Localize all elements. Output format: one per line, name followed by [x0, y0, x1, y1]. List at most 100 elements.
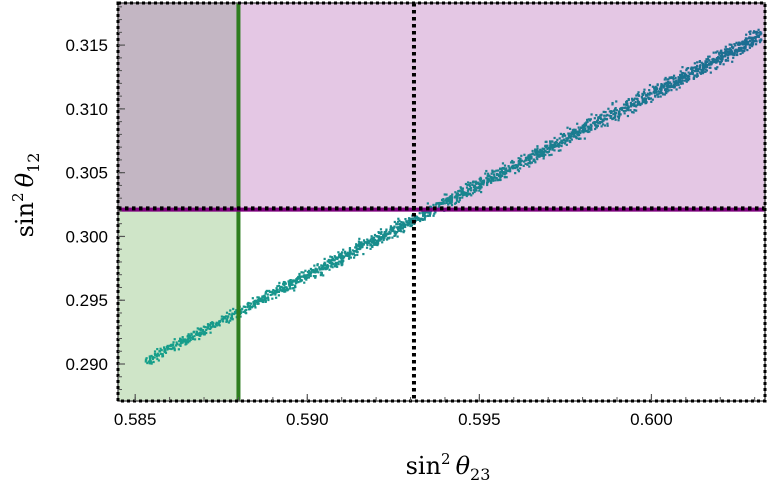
- scatter-point: [746, 42, 749, 45]
- scatter-point: [754, 43, 758, 46]
- scatter-point: [530, 155, 533, 158]
- scatter-point: [670, 76, 673, 79]
- scatter-point: [337, 263, 340, 266]
- scatter-point: [450, 202, 453, 205]
- scatter-point: [700, 71, 703, 74]
- scatter-point: [446, 199, 449, 202]
- scatter-point: [672, 78, 675, 81]
- scatter-point: [390, 227, 393, 230]
- scatter-point: [685, 67, 688, 70]
- plot-regions: [118, 3, 765, 401]
- scatter-point: [339, 252, 342, 255]
- scatter-point: [187, 333, 190, 336]
- scatter-point: [263, 296, 266, 299]
- scatter-point: [625, 100, 628, 104]
- scatter-point: [382, 233, 385, 236]
- x-axis: 0.585 0.590 0.595 0.600: [114, 394, 756, 429]
- scatter-point: [649, 97, 653, 100]
- scatter-point: [569, 132, 573, 135]
- scatter-point: [519, 167, 522, 170]
- scatter-point: [334, 263, 337, 266]
- scatter-point: [247, 301, 250, 305]
- scatter-point: [479, 176, 482, 179]
- scatter-point: [516, 168, 519, 171]
- scatter-point: [344, 250, 347, 253]
- scatter-point: [173, 338, 176, 341]
- scatter-point: [731, 60, 734, 63]
- scatter-point: [710, 63, 713, 66]
- scatter-point: [560, 141, 563, 144]
- scatter-point: [304, 276, 308, 279]
- scatter-point: [469, 186, 473, 190]
- scatter-point: [752, 31, 755, 34]
- scatter-point: [742, 42, 745, 45]
- scatter-point: [571, 131, 575, 134]
- scatter-point: [705, 65, 709, 69]
- scatter-point: [720, 54, 724, 57]
- scatter-point: [673, 83, 676, 86]
- scatter-point: [548, 154, 551, 157]
- scatter-point: [356, 253, 359, 257]
- scatter-point: [552, 146, 555, 149]
- scatter-point: [449, 197, 452, 200]
- scatter-point: [220, 315, 223, 318]
- scatter-point: [397, 229, 400, 232]
- y-label-sup: 2: [9, 192, 27, 202]
- scatter-point: [414, 215, 417, 218]
- scatter-point: [349, 256, 353, 259]
- scatter-point: [330, 263, 333, 266]
- scatter-point: [487, 174, 491, 177]
- scatter-point: [393, 230, 396, 233]
- scatter-point: [748, 46, 751, 49]
- scatter-point: [389, 232, 392, 235]
- scatter-point: [626, 107, 630, 110]
- scatter-point: [201, 330, 205, 333]
- scatter-point: [601, 123, 605, 126]
- scatter-point: [749, 30, 752, 33]
- scatter-point: [344, 254, 347, 257]
- scatter-point: [507, 169, 510, 172]
- scatter-point: [433, 212, 436, 215]
- scatter-point: [493, 170, 496, 173]
- scatter-point: [337, 255, 341, 259]
- scatter-point: [308, 271, 312, 274]
- scatter-point: [421, 218, 424, 221]
- scatter-point: [429, 206, 433, 209]
- scatter-point: [618, 110, 621, 113]
- scatter-point: [681, 66, 684, 69]
- scatter-point: [632, 111, 635, 114]
- scatter-point: [712, 59, 715, 62]
- scatter-point: [627, 105, 630, 108]
- scatter-point: [531, 149, 534, 153]
- scatter-point: [614, 115, 617, 118]
- scatter-point: [693, 66, 696, 69]
- scatter-point: [223, 317, 227, 320]
- scatter-point: [649, 91, 652, 94]
- scatter-point: [558, 137, 561, 140]
- scatter-point: [583, 137, 586, 140]
- scatter-point: [615, 109, 618, 112]
- scatter-point: [715, 60, 719, 63]
- scatter-point: [244, 305, 247, 308]
- scatter-point: [393, 225, 396, 228]
- scatter-point: [497, 175, 501, 178]
- scatter-point: [450, 195, 453, 198]
- scatter-point: [748, 30, 751, 34]
- scatter-point: [336, 257, 339, 261]
- scatter-point: [282, 282, 285, 285]
- scatter-point: [338, 260, 341, 263]
- scatter-point: [733, 49, 736, 52]
- scatter-point: [707, 55, 710, 58]
- scatter-point: [349, 252, 353, 255]
- scatter-point: [661, 92, 664, 95]
- scatter-point: [702, 68, 705, 72]
- scatter-point: [590, 126, 593, 129]
- scatter-point: [663, 78, 666, 81]
- scatter-point: [492, 173, 496, 176]
- scatter-point: [613, 109, 616, 113]
- scatter-point: [587, 128, 590, 131]
- scatter-point: [511, 167, 514, 170]
- scatter-point: [398, 219, 401, 222]
- scatter-point: [190, 333, 193, 336]
- scatter-point: [315, 268, 319, 271]
